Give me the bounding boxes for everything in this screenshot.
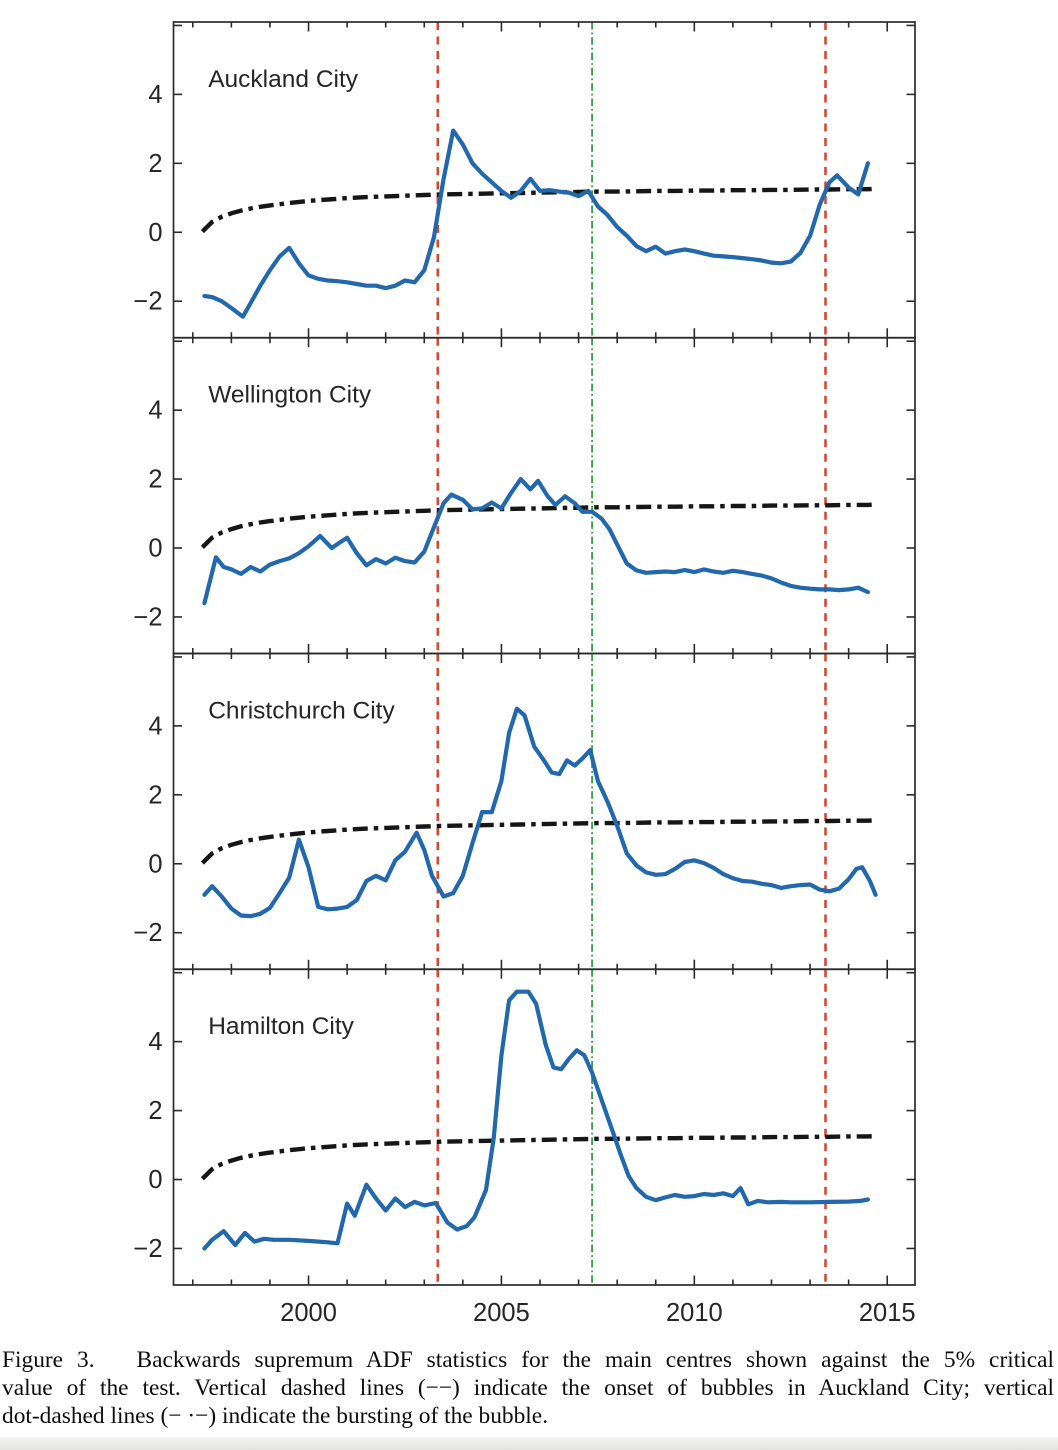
bsadf-chart: −2 0 2 4 Auckland City −2 0 2 4 Wellington City −2… bbox=[133, 21, 916, 1327]
critical-value-line bbox=[200, 502, 876, 549]
x-tick-label: 2015 bbox=[859, 1299, 916, 1327]
bsadf-line bbox=[202, 706, 878, 919]
critical-value-line bbox=[200, 1133, 876, 1181]
critical-value-line bbox=[200, 186, 876, 234]
y-tick-label: 2 bbox=[148, 150, 162, 178]
y-tick-label: 4 bbox=[148, 81, 162, 109]
y-tick-label: 0 bbox=[148, 535, 162, 563]
panel-border bbox=[172, 968, 916, 1286]
caption-line-3: dot-dashed lines (− ·−) indicate the bur… bbox=[2, 1403, 549, 1429]
bsadf-line bbox=[202, 128, 871, 319]
caption-line-2: value of the test. Vertical dashed lines… bbox=[2, 1375, 1054, 1401]
y-tick-label: −2 bbox=[133, 919, 162, 947]
y-tick-label: 0 bbox=[148, 850, 162, 878]
y-tick-label: 0 bbox=[148, 219, 162, 247]
x-tick-label: 2000 bbox=[280, 1299, 337, 1327]
figure-caption: Figure 3. Backwards supremum ADF statist… bbox=[2, 1346, 1054, 1430]
y-tick-label: −2 bbox=[133, 1235, 162, 1263]
window-bottom-strip bbox=[0, 1437, 1058, 1450]
y-tick-label: 2 bbox=[148, 781, 162, 809]
bsadf-line bbox=[202, 989, 871, 1251]
bsadf-chart-svg: −2 0 2 4 Auckland City −2 0 2 4 Wellington City −2… bbox=[133, 21, 916, 1327]
critical-value-line bbox=[200, 818, 876, 865]
y-tick-label: −2 bbox=[133, 288, 162, 316]
y-tick-label: 2 bbox=[148, 466, 162, 494]
panel-title: Wellington City bbox=[208, 382, 372, 409]
y-tick-label: 2 bbox=[148, 1097, 162, 1125]
caption-line-1: Figure 3. Backwards supremum ADF statist… bbox=[2, 1347, 1054, 1373]
bsadf-line bbox=[202, 477, 871, 606]
y-tick-label: −2 bbox=[133, 603, 162, 631]
y-tick-label: 4 bbox=[148, 712, 162, 740]
y-tick-label: 4 bbox=[148, 397, 162, 425]
panel-title: Auckland City bbox=[208, 66, 359, 93]
y-tick-label: 4 bbox=[148, 1028, 162, 1056]
y-tick-label: 0 bbox=[148, 1166, 162, 1194]
x-tick-label: 2005 bbox=[473, 1299, 530, 1327]
x-tick-label: 2010 bbox=[666, 1299, 723, 1327]
panel-title: Christchurch City bbox=[208, 697, 395, 724]
panel-title: Hamilton City bbox=[208, 1013, 354, 1040]
